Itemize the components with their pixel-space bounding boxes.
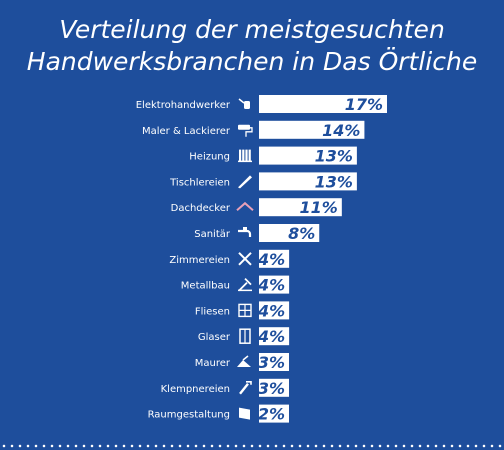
saw-icon bbox=[238, 175, 252, 189]
value-label: 4% bbox=[257, 327, 285, 346]
category-label: Heizung bbox=[189, 152, 230, 163]
bar bbox=[259, 146, 357, 165]
value-label: 3% bbox=[258, 353, 285, 372]
category-label: Elektrohandwerker bbox=[136, 100, 231, 111]
wallpaper-icon bbox=[239, 407, 250, 420]
bar bbox=[259, 120, 365, 139]
category-label: Klempnereien bbox=[161, 384, 230, 395]
category-label: Dachdecker bbox=[171, 203, 231, 214]
crossed-tools-icon bbox=[238, 252, 252, 266]
category-label: Tischlereien bbox=[169, 177, 230, 188]
radiator-icon bbox=[238, 149, 252, 163]
bar bbox=[259, 404, 289, 423]
value-label: 11% bbox=[300, 198, 338, 217]
bar bbox=[259, 275, 290, 294]
bar bbox=[259, 249, 290, 268]
value-label: 4% bbox=[257, 250, 285, 269]
pipe-wrench-icon bbox=[239, 381, 252, 395]
value-label: 17% bbox=[345, 95, 383, 114]
value-label: 13% bbox=[315, 147, 353, 166]
value-label: 4% bbox=[257, 276, 285, 295]
window-icon bbox=[239, 328, 251, 344]
category-label: Fliesen bbox=[195, 306, 230, 317]
bar bbox=[259, 198, 342, 217]
chart-title: Verteilung der meistgesuchten Handwerksb… bbox=[0, 14, 504, 78]
category-label: Glaser bbox=[198, 332, 231, 343]
value-label: 3% bbox=[258, 379, 285, 398]
category-label: Maurer bbox=[195, 358, 231, 369]
trowel-icon bbox=[237, 355, 251, 367]
bar bbox=[259, 224, 320, 242]
welding-icon bbox=[238, 277, 252, 292]
category-label: Metallbau bbox=[181, 281, 230, 292]
title-line-1: Verteilung der meistgesuchten bbox=[59, 15, 445, 44]
bar bbox=[259, 172, 357, 191]
value-label: 2% bbox=[258, 405, 285, 424]
dotted-divider bbox=[0, 444, 504, 448]
value-label: 8% bbox=[288, 224, 315, 243]
category-label: Raumgestaltung bbox=[148, 410, 230, 421]
roof-icon bbox=[236, 201, 254, 211]
value-label: 13% bbox=[315, 172, 353, 191]
category-label: Sanitär bbox=[194, 229, 231, 240]
tiles-icon bbox=[238, 303, 252, 318]
category-label: Zimmereien bbox=[169, 255, 230, 266]
value-label: 4% bbox=[257, 301, 285, 320]
faucet-icon bbox=[238, 227, 252, 237]
electric-plug-icon bbox=[238, 98, 250, 109]
paint-roller-icon bbox=[238, 124, 253, 137]
bar bbox=[259, 327, 290, 346]
bar bbox=[259, 95, 387, 113]
bar bbox=[259, 378, 289, 397]
bar-chart: Elektrohandwerker 17% Maler & Lackierer 14%… bbox=[136, 95, 387, 424]
bar bbox=[259, 301, 290, 320]
bar bbox=[259, 353, 289, 371]
category-label: Maler & Lackierer bbox=[142, 126, 231, 137]
title-line-2: Handwerksbranchen in Das Örtliche bbox=[26, 47, 478, 76]
value-label: 14% bbox=[322, 121, 360, 140]
